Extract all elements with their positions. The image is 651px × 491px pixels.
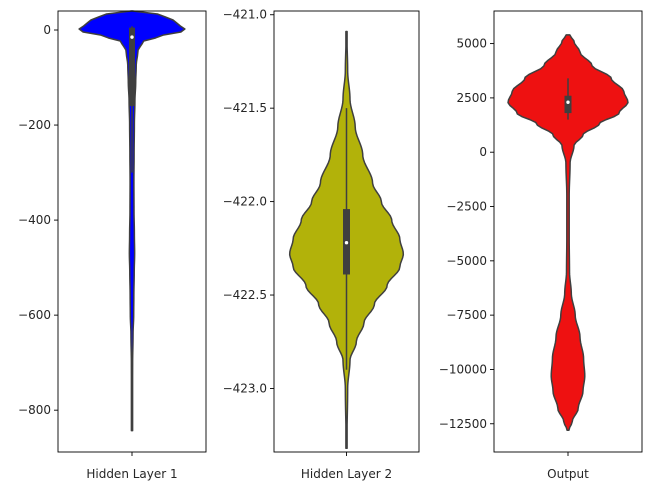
y-tick-label: −421.0 xyxy=(223,8,267,22)
violin-panel-2: −421.0 −421.5 −422.0 −422.5 −423.0 Hidden Lay… xyxy=(223,8,420,481)
y-tick-label: −421.5 xyxy=(223,101,267,115)
y-tick-label: −422.5 xyxy=(223,288,267,302)
violin-body xyxy=(507,34,629,432)
x-category-label: Output xyxy=(547,467,589,481)
violin-median-marker xyxy=(130,35,134,39)
violin-iqr-box xyxy=(564,95,572,114)
y-tick-label: −5000 xyxy=(446,254,487,268)
violin-median-marker xyxy=(566,100,570,104)
y-tick-label: −12500 xyxy=(439,417,487,431)
y-tick-label: 2500 xyxy=(456,91,487,105)
y-tick-label: −400 xyxy=(18,213,51,227)
y-tick-label: 0 xyxy=(479,145,487,159)
violin-iqr-box xyxy=(129,27,135,107)
violin-body xyxy=(78,10,186,432)
y-tick-label: −800 xyxy=(18,403,51,417)
y-tick-label: −600 xyxy=(18,308,51,322)
x-category-label: Hidden Layer 1 xyxy=(86,467,177,481)
violin-panel-3: 5000 2500 0 −2500 −5000 −7500 −10000 −12500 Outp… xyxy=(439,10,643,481)
y-tick-label: −2500 xyxy=(446,200,487,214)
y-tick-label: −422.0 xyxy=(223,195,267,209)
y-tick-label: −423.0 xyxy=(223,381,267,395)
y-tick-label: 5000 xyxy=(456,37,487,51)
y-tick-label: −10000 xyxy=(439,362,487,376)
y-tick-label: −7500 xyxy=(446,308,487,322)
y-tick-label: −200 xyxy=(18,118,51,132)
violin-median-marker xyxy=(344,241,349,245)
y-tick-label: 0 xyxy=(43,23,51,37)
x-category-label: Hidden Layer 2 xyxy=(301,467,392,481)
violin-panel-1: 0 −200 −400 −600 −800 Hidden Layer 1 xyxy=(18,10,207,481)
